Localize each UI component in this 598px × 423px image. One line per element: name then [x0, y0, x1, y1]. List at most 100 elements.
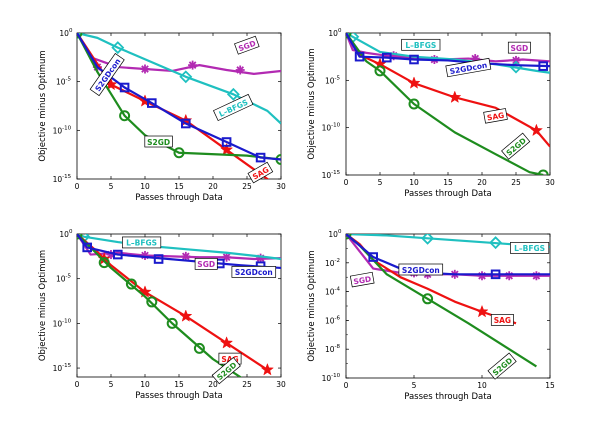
series-label-sgd: SGD [194, 258, 218, 270]
x-tick-label: 25 [242, 380, 252, 389]
series-label-box [144, 135, 173, 148]
data-point [374, 65, 386, 77]
y-tick-label: 10-10 [53, 318, 72, 328]
x-tick-label: 10 [409, 178, 419, 187]
data-point [98, 257, 110, 269]
y-tick-label: 10-5 [56, 77, 72, 87]
x-tick-label: 0 [75, 380, 80, 389]
data-point [354, 51, 365, 62]
data-point [125, 278, 137, 290]
x-axis-label: Passes through Data [135, 193, 223, 203]
series-s2gdcon [77, 33, 281, 163]
y-tick-label: 10-2 [325, 258, 340, 268]
data-point [220, 336, 234, 349]
series-label-text: SGD [511, 44, 529, 53]
plot-area [77, 234, 281, 377]
chart-panel-4: 0 5 10 15 100 10-2 10-4 10-6 10-8 10-10 Passes thr… [307, 229, 555, 402]
y-tick-label: 10-15 [53, 363, 72, 373]
series-label-s2gd: S2GD [487, 352, 517, 380]
series-label-sag: SAG [490, 314, 514, 326]
series-label-box [487, 352, 517, 380]
data-point [477, 271, 487, 281]
series-label-text: SAG [494, 316, 511, 325]
data-point [260, 362, 274, 376]
y-axis-label: Objective minus Optimum [38, 50, 48, 161]
x-tick-label: 10 [477, 381, 487, 390]
chart-panel-2: 0 5 10 15 20 25 30 100 10-5 10-10 10-15 Passes thro… [307, 28, 555, 199]
y-tick-label: 10-15 [53, 174, 72, 184]
data-point [537, 169, 549, 175]
y-axis-label: Objective minus Optimum [38, 250, 48, 361]
data-point [119, 82, 130, 93]
series-label-box [234, 35, 260, 55]
series-label-text: L–BFGS [514, 244, 545, 253]
data-point [489, 236, 503, 250]
data-point [475, 304, 489, 318]
data-point [179, 70, 193, 84]
data-point [511, 55, 521, 65]
asterisk-stroke [188, 61, 197, 69]
data-point [529, 123, 543, 137]
x-tick-label: 10 [140, 380, 150, 389]
series-label-text: L–BFGS [405, 41, 436, 50]
x-tick-label: 30 [545, 178, 555, 187]
data-point [235, 65, 245, 75]
x-axis-label: Passes through Data [135, 391, 223, 401]
data-point [504, 271, 514, 281]
series-line [77, 234, 281, 270]
series-l-bfgs [77, 33, 281, 125]
y-axis-label: Objective minus Optimum [307, 48, 317, 159]
data-point [448, 90, 462, 103]
data-point [368, 252, 378, 262]
series-label-box [510, 242, 550, 254]
data-point [407, 76, 421, 89]
data-point [153, 254, 164, 264]
y-tick-label: 100 [59, 229, 73, 239]
series-label-box [247, 161, 274, 184]
x-tick-label: 0 [344, 381, 349, 390]
x-axis-label: Passes through Data [404, 189, 492, 199]
series-label-box [483, 108, 508, 124]
x-axis-label: Passes through Data [404, 392, 492, 402]
data-point [147, 98, 157, 108]
y-tick-label: 10-5 [325, 75, 341, 85]
data-point [422, 293, 434, 305]
data-point [222, 252, 232, 262]
series-label-text: S2GD [147, 138, 170, 147]
x-tick-label: 5 [109, 380, 114, 389]
x-tick-label: 20 [208, 380, 218, 389]
x-tick-label: 25 [511, 178, 521, 187]
series-label-s2gdcon: S2GDcon [398, 263, 444, 276]
series-label-l-bfgs: L–BFGS [122, 236, 162, 249]
series-label-box [211, 357, 241, 385]
series-line [77, 234, 281, 261]
y-tick-label: 10-8 [325, 344, 341, 354]
plot-area [77, 33, 281, 179]
y-tick-label: 10-10 [53, 125, 72, 135]
series-label-box [445, 57, 492, 78]
series-line [346, 33, 550, 74]
y-tick-label: 10-10 [322, 373, 341, 383]
series-label-text: L–BFGS [126, 239, 157, 248]
y-axis-label: Objective minus Optimum [307, 250, 317, 361]
data-point [409, 54, 419, 65]
series-sag [77, 33, 270, 179]
series-label-sag: SAG [483, 108, 508, 124]
y-tick-label: 100 [328, 229, 342, 239]
series-label-l-bfgs: L–BFGS [510, 242, 550, 254]
series-label-sgd: SGD [349, 271, 375, 288]
x-tick-label: 15 [443, 178, 453, 187]
data-point [179, 309, 193, 322]
x-tick-label: 25 [242, 182, 252, 191]
series-label-box [194, 258, 218, 270]
y-tick-label: 10-10 [322, 123, 341, 133]
chart-panel-1: 0 5 10 15 20 25 30 100 10-5 10-10 10-15 Passes thro… [38, 28, 286, 203]
y-tick-label: 10-4 [325, 287, 341, 297]
series-label-box [398, 263, 444, 276]
data-point [140, 250, 150, 260]
data-point [421, 234, 435, 245]
data-point [490, 269, 501, 280]
series-label-box [507, 41, 531, 54]
series-label-sag: SAG [247, 161, 274, 184]
